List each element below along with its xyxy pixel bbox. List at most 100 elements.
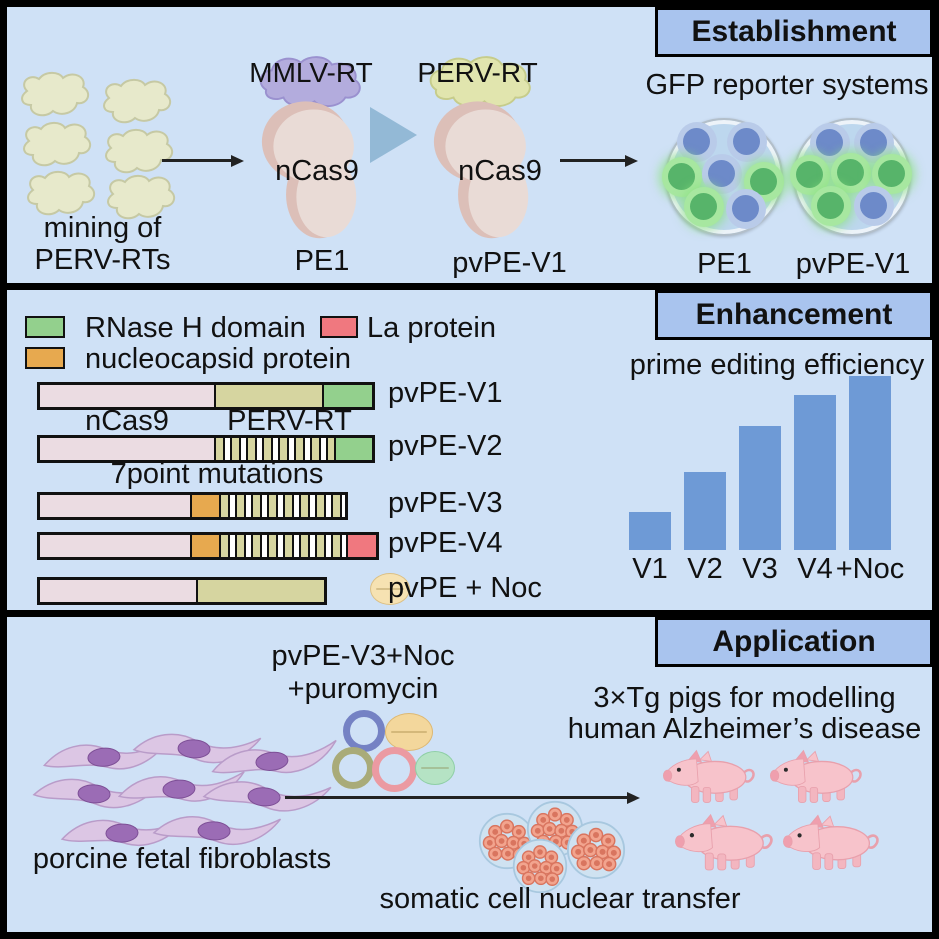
cell-nucleus (668, 163, 695, 190)
cell-nucleus (683, 128, 710, 155)
cell-nucleus (733, 128, 760, 155)
segment-khaki (196, 580, 324, 602)
cell (854, 186, 894, 226)
puromycin-pill-icon (385, 713, 433, 751)
mmlv-rt-label: MMLV-RT (249, 57, 373, 88)
segment-pink (40, 438, 214, 460)
bar-V4 (794, 395, 836, 550)
mining-label: mining of PERV-RTs (34, 212, 171, 276)
construct-pvpe-v1: pvPE-V1 (37, 377, 502, 410)
construct-name-label: pvPE-V4 (388, 527, 503, 559)
construct-name-label: pvPE-V2 (388, 430, 503, 462)
cell-nucleus (732, 195, 759, 222)
segment-pink (40, 385, 214, 407)
segment-khaki (214, 385, 322, 407)
chart-column-+Noc: +Noc (835, 376, 905, 586)
mining-to-pe1-arrow-icon (162, 159, 234, 162)
pig-icon (783, 813, 879, 871)
pigs-group-icon (663, 749, 879, 872)
pe1-name-label: PE1 (294, 245, 350, 277)
legend-label-rnaseh: RNase H domain (85, 312, 306, 344)
segment-green (322, 385, 372, 407)
construct-pvpe-v3: pvPE-V3 (37, 487, 502, 520)
perv-rt-segment-label: PERV-RT (227, 405, 352, 437)
bar-+Noc (849, 376, 891, 550)
legend-label-nucleocapsid: nucleocapsid protein (85, 343, 352, 375)
panel-header-application: Application (655, 617, 932, 667)
legend-label-laprotein: La protein (367, 312, 496, 344)
petri-dish-pvpe-v1 (790, 118, 912, 236)
chart-tick-label: V3 (742, 553, 778, 585)
segment-pink (40, 535, 190, 557)
chart-tick-label: V2 (687, 553, 723, 585)
construct-bar (37, 532, 379, 560)
legend-swatch-laprotein (320, 316, 358, 338)
bar-V3 (739, 426, 781, 550)
gfp-positive-cell (684, 187, 724, 227)
pig-icon (663, 749, 755, 804)
dish-label-pe1: PE1 (697, 248, 752, 280)
chart-column-V3: V3 (739, 426, 781, 586)
conversion-triangle-icon (370, 107, 417, 163)
cell-nucleus (860, 192, 887, 219)
gfp-positive-cell (811, 186, 851, 226)
construct-bar (37, 577, 327, 605)
construct-bar (37, 435, 375, 463)
cell-nucleus (796, 161, 823, 188)
scnt-arrow-icon (285, 796, 630, 799)
ncas9-label-pvpe: nCas9 (458, 155, 542, 187)
segment-green (334, 438, 372, 460)
plasmid-icon-blue (343, 710, 385, 752)
header-label: Application (712, 625, 876, 658)
segment-pink (40, 495, 190, 517)
scnt-label: somatic cell nuclear transfer (379, 883, 741, 915)
pig-icon (770, 749, 862, 804)
construct-name-label: pvPE-V1 (388, 377, 503, 409)
pig-icon (675, 813, 773, 872)
cell-nucleus (816, 129, 843, 156)
ncas9-segment-label: nCas9 (85, 405, 169, 437)
chart-column-V1: V1 (629, 512, 671, 586)
cell-nucleus (817, 192, 844, 219)
gfp-reporter-title: GFP reporter systems (645, 69, 929, 101)
pvpe-v1-name-label: pvPE-V1 (452, 247, 567, 279)
header-label: Enhancement (695, 298, 893, 331)
panel-header-establishment: Establishment (655, 7, 932, 57)
efficiency-chart: V1 V2 V3 V4 +Noc (629, 376, 905, 586)
construct-pvpe-v4: pvPE-V4 (37, 527, 502, 560)
cell (726, 189, 766, 229)
legend-swatch-nucleocapsid (25, 347, 65, 369)
header-label: Establishment (691, 15, 897, 48)
segment-khaki-mutated (214, 438, 334, 460)
segment-red (346, 535, 376, 557)
nocodazole-pill-icon (370, 573, 410, 605)
panel-divider (7, 283, 932, 290)
panel-header-enhancement: Enhancement (655, 290, 932, 340)
treatment-label: pvPE-V3+Noc +puromycin (271, 640, 455, 705)
fibroblast-cells-icon (32, 730, 340, 849)
chart-column-V2: V2 (684, 472, 726, 586)
gfp-positive-cell (872, 154, 912, 194)
segment-khaki-mutated (219, 495, 345, 517)
chart-column-V4: V4 (794, 395, 836, 586)
construct-pvpe-noc: pvPE + Noc (37, 572, 542, 605)
chart-title: prime editing efficiency (629, 349, 925, 381)
cell-nucleus (708, 160, 735, 187)
cell (677, 122, 717, 162)
chart-tick-label: V1 (632, 553, 668, 585)
segment-orange (190, 495, 219, 517)
cell (727, 122, 767, 162)
construct-name-label: pvPE + Noc (388, 572, 542, 604)
nocodazole-pill-green-icon (415, 751, 455, 785)
panel-divider (7, 610, 932, 617)
mutations-label: 7point mutations (110, 458, 324, 490)
chart-tick-label: +Noc (835, 553, 905, 585)
construct-bar (37, 492, 348, 520)
segment-khaki-mutated (219, 535, 346, 557)
cell-nucleus (878, 160, 905, 187)
legend-swatch-rnaseh (25, 316, 65, 338)
cell-nucleus (860, 129, 887, 156)
ncas9-label-pe1: nCas9 (275, 155, 359, 187)
segment-orange (190, 535, 219, 557)
plasmid-icon-pink (372, 747, 417, 792)
